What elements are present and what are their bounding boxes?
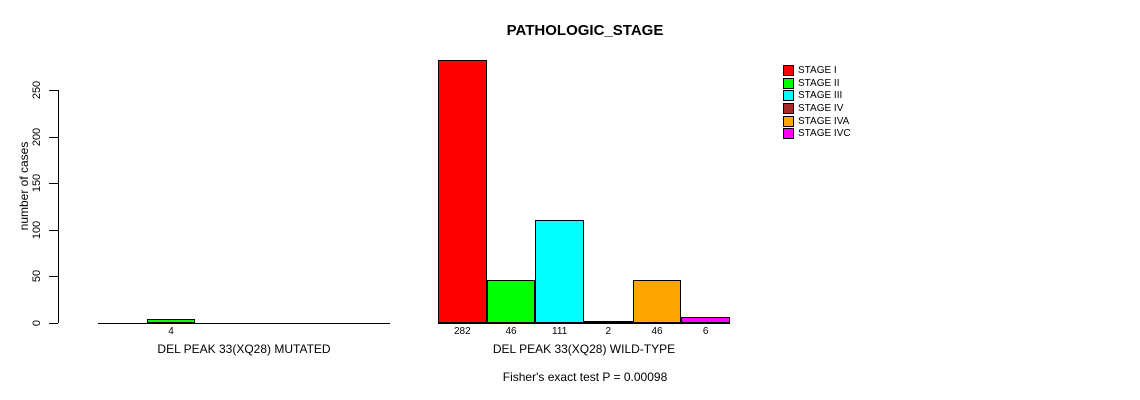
group-label: DEL PEAK 33(XQ28) WILD-TYPE <box>492 342 676 356</box>
group-label: DEL PEAK 33(XQ28) MUTATED <box>157 342 331 356</box>
legend-swatch <box>783 90 794 102</box>
y-axis-tick <box>49 323 58 324</box>
y-axis-tick-label: 250 <box>31 80 43 100</box>
y-axis-tick <box>49 276 58 278</box>
bar-stage-ii-group-1 <box>486 280 536 323</box>
legend-item: STAGE II <box>783 77 851 90</box>
legend-label: STAGE IV <box>798 102 844 114</box>
legend-swatch <box>783 102 794 114</box>
y-axis-tick <box>49 183 58 185</box>
legend-swatch <box>783 77 794 89</box>
legend-item: STAGE IVA <box>783 115 851 128</box>
legend-swatch <box>783 115 794 127</box>
y-axis-line <box>58 90 59 323</box>
fisher-test-annotation: Fisher's exact test P = 0.00098 <box>502 370 668 384</box>
y-axis-tick-label: 200 <box>31 127 43 146</box>
bar-stage-ivc-group-1 <box>681 317 730 323</box>
y-axis-tick-label: 150 <box>31 174 43 193</box>
legend-swatch <box>783 128 794 140</box>
legend-swatch <box>783 64 794 76</box>
legend-item: STAGE III <box>783 89 851 102</box>
bar-stage-iva-group-1 <box>632 280 682 323</box>
bar-value-label: 46 <box>651 326 663 337</box>
chart-title: PATHOLOGIC_STAGE <box>506 22 664 39</box>
y-axis-tick-label: 50 <box>31 270 43 283</box>
y-axis-tick <box>49 229 58 231</box>
bar-value-label: 6 <box>702 326 709 337</box>
y-axis-tick-label: 100 <box>31 220 43 239</box>
bar-stage-iv-group-1 <box>584 321 633 323</box>
bar-value-label: 46 <box>505 326 517 337</box>
bar-stage-i-group-1 <box>438 60 487 323</box>
y-axis-tick <box>49 136 58 138</box>
legend-label: STAGE IVA <box>798 115 850 127</box>
legend: STAGE I STAGE II STAGE III STAGE IV STAGE IV… <box>783 64 851 140</box>
legend-item: STAGE IV <box>783 102 851 115</box>
bar-value-label: 282 <box>453 326 471 337</box>
legend-item: STAGE IVC <box>783 127 851 140</box>
legend-item: STAGE I <box>783 64 851 77</box>
y-axis-tick <box>49 90 58 91</box>
bar-value-label: 4 <box>168 326 174 337</box>
y-axis-tick-label: 0 <box>31 319 43 327</box>
bar-stage-iii-group-1 <box>535 220 584 323</box>
legend-label: STAGE IVC <box>798 128 851 140</box>
x-axis-baseline <box>98 323 390 324</box>
bar-value-label: 2 <box>605 326 612 337</box>
legend-label: STAGE I <box>798 64 837 76</box>
legend-label: STAGE III <box>798 90 843 102</box>
bar-stage-ii-group-0 <box>146 319 196 323</box>
x-axis-baseline <box>438 323 730 324</box>
legend-label: STAGE II <box>798 77 840 89</box>
bar-value-label: 111 <box>552 326 568 337</box>
